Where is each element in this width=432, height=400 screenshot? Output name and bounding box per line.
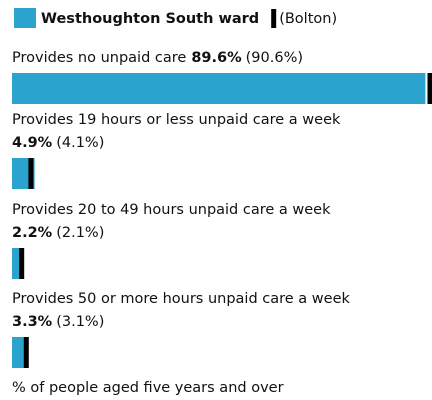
bar <box>12 73 426 104</box>
legend-swatch <box>14 8 36 28</box>
comparison-label: (2.1%) <box>56 225 104 241</box>
category-label: Provides no unpaid care <box>12 50 186 66</box>
value-label: 89.6% <box>191 50 242 66</box>
legend-swatch <box>271 9 277 28</box>
value-label: 4.9% <box>12 135 53 151</box>
comparison-label: (4.1%) <box>56 135 104 151</box>
category-label: Provides 50 or more hours unpaid care a … <box>12 291 350 307</box>
bar <box>12 337 28 368</box>
category-label: Provides 19 hours or less unpaid care a … <box>12 112 341 128</box>
axis-label: % of people aged five years and over <box>12 380 284 396</box>
bar <box>12 248 23 279</box>
legend-label: Westhoughton South ward <box>41 11 259 27</box>
legend-label: (Bolton) <box>279 11 337 27</box>
value-label: 3.3% <box>12 314 53 330</box>
comparison-marker <box>23 337 29 368</box>
comparison-label: (3.1%) <box>56 314 104 330</box>
comparison-label: (90.6%) <box>246 50 303 66</box>
category-label: Provides 20 to 49 hours unpaid care a we… <box>12 202 331 218</box>
value-label: 2.2% <box>12 225 53 241</box>
comparison-marker <box>28 158 34 189</box>
comparison-marker <box>427 73 432 104</box>
comparison-marker <box>19 248 25 279</box>
